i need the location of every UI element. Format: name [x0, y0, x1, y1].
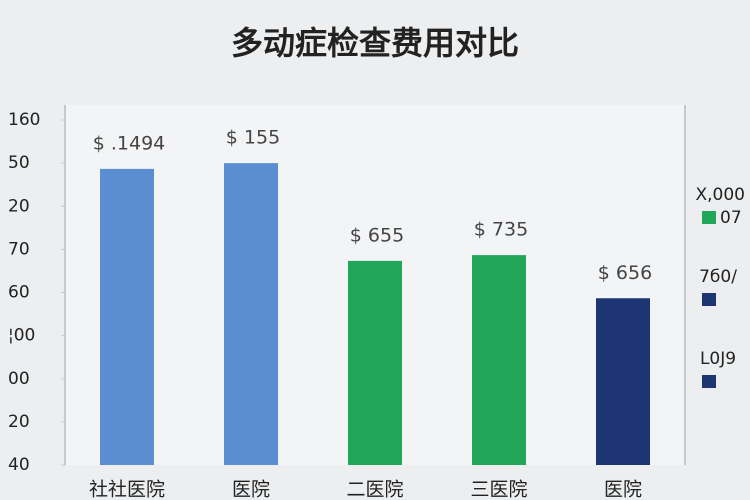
y-tick-label: 00 [8, 369, 30, 389]
y-tick-label: 60 [8, 283, 30, 303]
y-tick-label: 40 [8, 455, 30, 475]
bar-annotation: $ 656 [598, 262, 652, 284]
y-tick-label: 160 [8, 110, 40, 130]
y-tick-label: 50 [8, 153, 30, 173]
x-tick-label: 二医院 [346, 479, 403, 500]
legend-label: 07 [720, 208, 742, 228]
legend-label: L0J9 [700, 349, 736, 369]
x-tick-label: 医院 [232, 479, 270, 500]
chart-title: 多动症检查费用对比 [231, 24, 519, 62]
legend-swatch [702, 293, 716, 306]
bar [224, 163, 278, 465]
legend-swatch [702, 375, 716, 388]
x-tick-label: 社社医院 [89, 479, 165, 500]
y-tick-label: 20 [8, 196, 30, 216]
bar-annotation: $ .1494 [93, 132, 166, 154]
y-tick-label: 70 [8, 239, 30, 259]
x-tick-label: 医院 [604, 479, 642, 500]
y-tick-label: 20 [8, 412, 30, 432]
legend-label: 7б0/ [699, 267, 737, 287]
bar-annotation: $ 735 [474, 219, 528, 241]
bar-annotation: $ 155 [226, 127, 280, 149]
bar-annotation: $ 655 [350, 224, 404, 246]
bar [100, 168, 154, 465]
bar [596, 298, 650, 465]
legend-swatch [702, 211, 716, 224]
y-tick-label: ¦00 [8, 326, 35, 346]
bar [472, 255, 526, 465]
x-tick-label: 三医院 [470, 479, 527, 500]
legend-title: X,000 [696, 185, 746, 205]
bar [348, 260, 402, 465]
